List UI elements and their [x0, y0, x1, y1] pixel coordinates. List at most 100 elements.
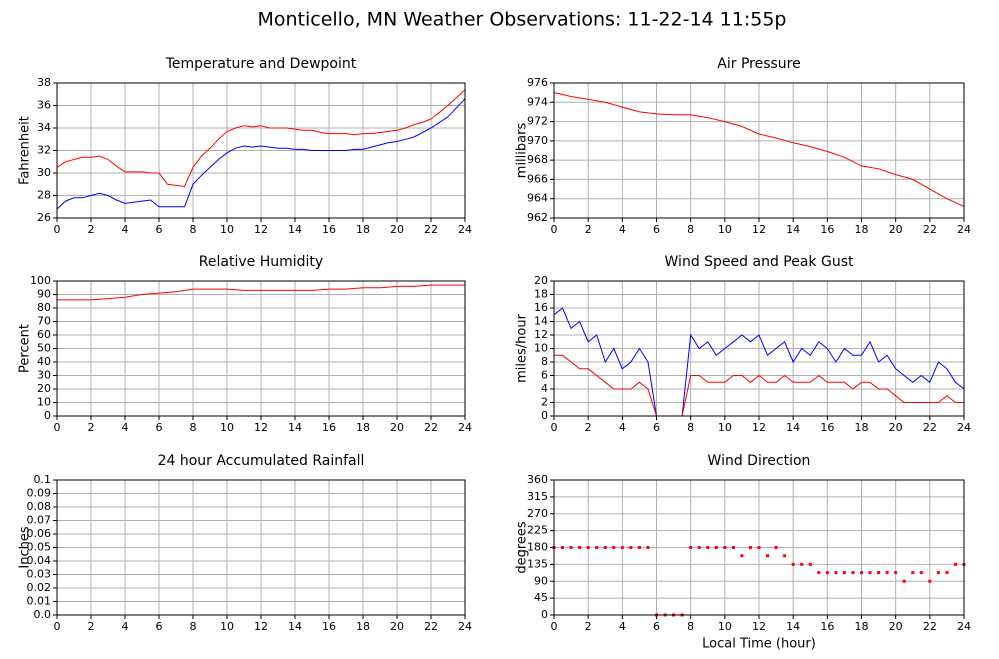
x-tick-label: 24: [957, 620, 971, 633]
data-point: [860, 571, 863, 575]
x-tick-label: 4: [619, 223, 626, 236]
x-tick-label: 6: [156, 223, 163, 236]
data-point: [646, 546, 650, 549]
y-tick-label: 20: [37, 382, 51, 395]
x-tick-label: 24: [458, 620, 472, 633]
data-point: [697, 546, 701, 549]
y-tick-label: 45: [534, 591, 548, 604]
y-tick-label: 0.04: [27, 554, 52, 567]
plot-border: [553, 479, 965, 616]
x-tick-label: 8: [687, 223, 694, 236]
y-tick-label: 90: [534, 574, 548, 587]
y-tick-label: 18: [534, 288, 548, 301]
y-tick-label: 12: [534, 328, 548, 341]
data-point: [902, 579, 906, 583]
y-tick-label: 968: [527, 153, 548, 166]
x-tick-label: 20: [390, 620, 404, 633]
y-tick-label: 14: [534, 315, 548, 328]
y-tick-label: 0.03: [27, 568, 52, 581]
data-point: [569, 546, 573, 549]
chart-title: Relative Humidity: [199, 254, 323, 270]
y-axis-label: degrees: [515, 521, 530, 574]
y-tick-label: 974: [527, 95, 548, 108]
x-tick-label: 16: [322, 620, 336, 633]
y-axis-label: Fahrenheit: [18, 116, 33, 185]
plot-border: [553, 280, 965, 417]
data-point: [620, 546, 624, 549]
data-point: [723, 546, 727, 549]
y-tick-label: 270: [527, 507, 548, 520]
y-tick-label: 180: [527, 541, 548, 554]
data-point: [603, 546, 607, 549]
data-point: [629, 546, 633, 549]
x-tick-label: 4: [122, 620, 129, 633]
chart-title: 24 hour Accumulated Rainfall: [158, 453, 365, 469]
y-tick-label: 0.1: [34, 473, 52, 486]
data-point: [877, 571, 881, 575]
x-tick-label: 12: [752, 223, 766, 236]
x-tick-label: 2: [88, 421, 95, 434]
x-tick-label: 18: [356, 421, 370, 434]
x-tick-label: 10: [718, 223, 732, 236]
y-tick-label: 100: [30, 274, 51, 287]
x-tick-label: 20: [889, 421, 903, 434]
data-point: [714, 546, 718, 549]
x-tick-label: 20: [889, 620, 903, 633]
y-tick-label: 40: [37, 355, 51, 368]
data-point: [825, 571, 829, 575]
x-tick-label: 20: [390, 223, 404, 236]
x-tick-label: 0: [551, 223, 558, 236]
data-point: [834, 571, 838, 575]
y-tick-label: 964: [527, 192, 548, 205]
data-point: [791, 562, 795, 566]
y-tick-label: 135: [527, 557, 548, 570]
data-point: [748, 546, 752, 549]
x-tick-label: 16: [322, 223, 336, 236]
data-point: [689, 546, 693, 549]
x-tick-label: 0: [54, 223, 61, 236]
y-tick-label: 36: [37, 99, 51, 112]
x-tick-label: 10: [220, 421, 234, 434]
data-point: [911, 571, 915, 575]
x-tick-label: 2: [585, 421, 592, 434]
data-point: [936, 571, 940, 575]
x-tick-label: 24: [957, 223, 971, 236]
x-tick-label: 8: [687, 620, 694, 633]
x-tick-label: 2: [88, 223, 95, 236]
x-tick-label: 4: [122, 223, 129, 236]
y-tick-label: 0.05: [27, 541, 52, 554]
chart-title: Wind Direction: [708, 453, 811, 469]
y-tick-label: 0.02: [27, 581, 52, 594]
x-tick-label: 16: [820, 421, 834, 434]
data-point: [586, 546, 590, 549]
y-tick-label: 0.08: [27, 500, 52, 513]
y-tick-label: 8: [541, 355, 548, 368]
x-tick-label: 22: [424, 620, 438, 633]
x-tick-label: 16: [820, 223, 834, 236]
data-point: [808, 562, 812, 566]
data-line: [554, 354, 964, 417]
y-tick-label: 28: [37, 189, 51, 202]
data-point: [851, 571, 855, 575]
x-tick-label: 8: [190, 421, 197, 434]
page-title: Monticello, MN Weather Observations: 11-…: [257, 9, 786, 31]
x-tick-label: 14: [288, 223, 302, 236]
y-tick-label: 0: [541, 409, 548, 422]
data-point: [595, 546, 599, 549]
data-line: [553, 307, 965, 417]
y-tick-label: 225: [527, 524, 548, 537]
x-tick-label: 24: [458, 223, 472, 236]
data-point: [868, 571, 872, 575]
x-tick-label: 8: [687, 421, 694, 434]
y-tick-label: 966: [527, 172, 548, 185]
x-tick-label: 2: [585, 620, 592, 633]
data-point: [637, 546, 641, 549]
data-point: [561, 546, 565, 549]
y-tick-label: 360: [527, 473, 548, 486]
y-tick-label: 50: [37, 342, 51, 355]
x-tick-label: 18: [855, 223, 869, 236]
data-point: [706, 546, 710, 549]
x-tick-label: 14: [786, 421, 800, 434]
x-tick-label: 18: [356, 223, 370, 236]
